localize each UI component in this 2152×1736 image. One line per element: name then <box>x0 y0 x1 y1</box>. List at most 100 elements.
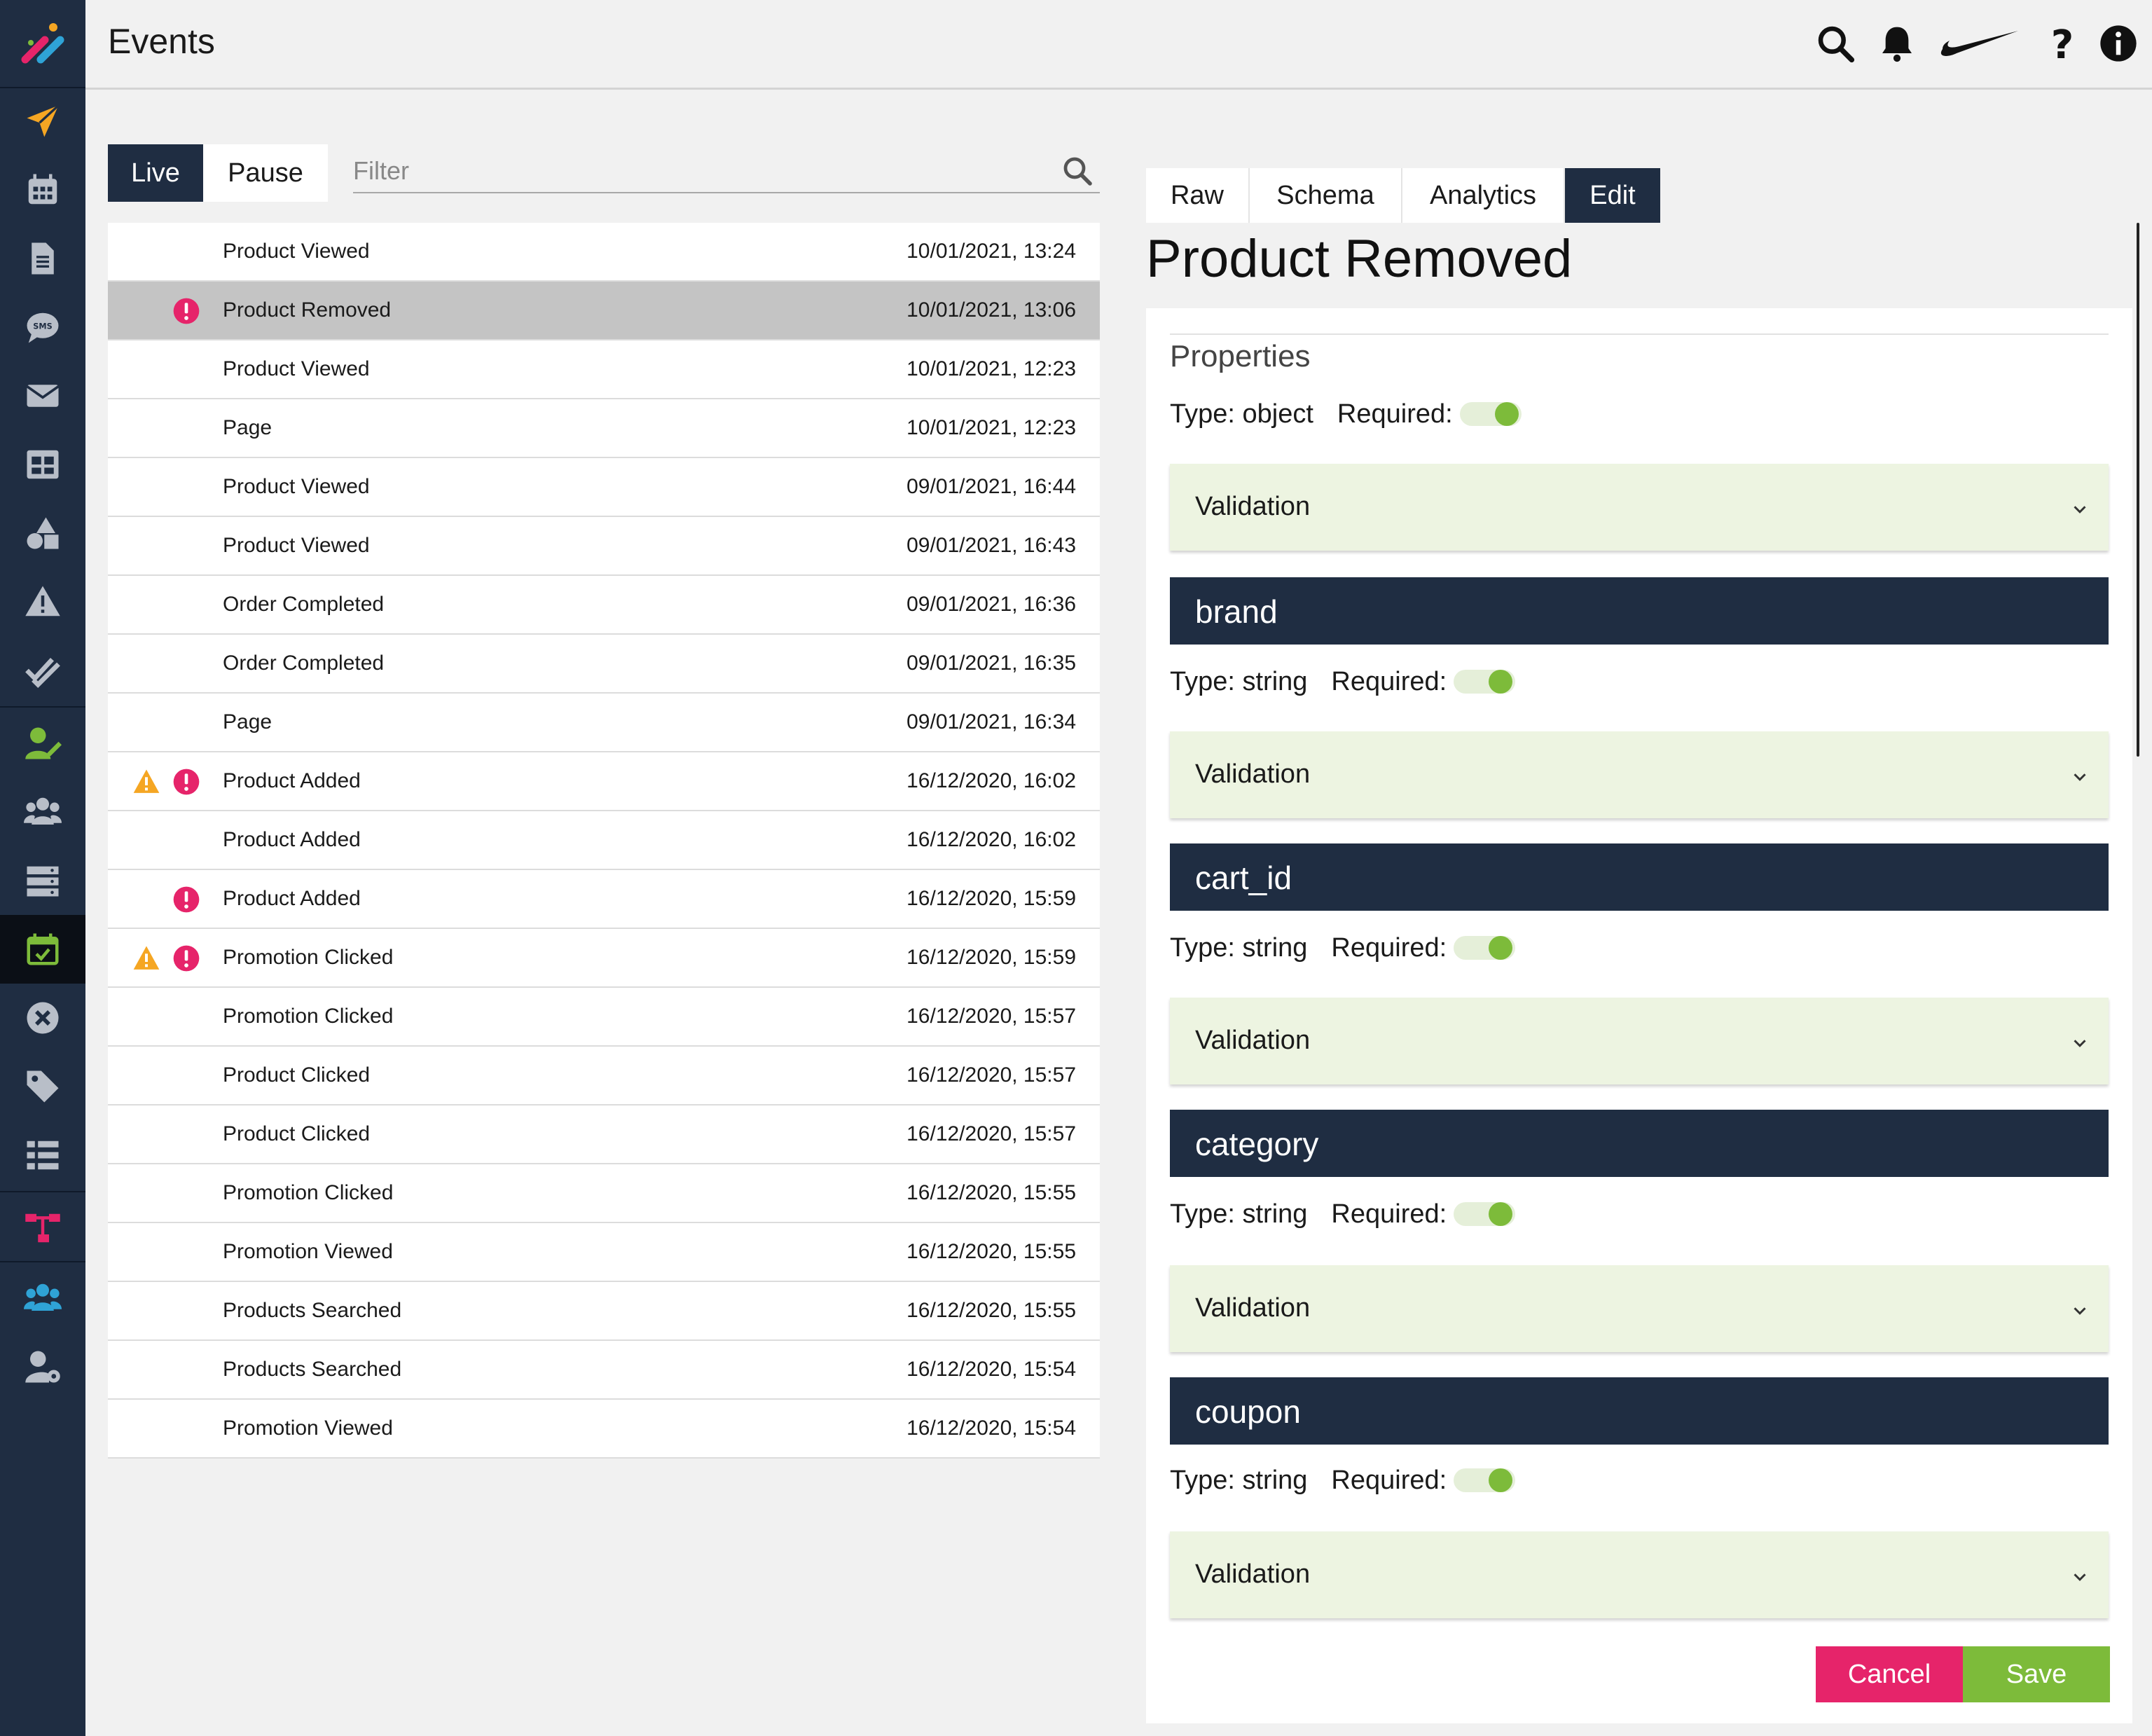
event-name: Page <box>223 416 273 439</box>
app-logo[interactable] <box>0 0 85 88</box>
validation-accordion[interactable]: Validation <box>1170 1531 2109 1618</box>
validation-accordion[interactable]: Validation <box>1170 731 2109 818</box>
sidebar-item-campaigns[interactable] <box>0 87 85 156</box>
required-toggle[interactable] <box>1459 398 1522 430</box>
event-row[interactable]: Promotion Clicked 16/12/2020, 15:59 <box>108 929 1100 988</box>
field-type-line: Type: string Required: <box>1170 1464 1516 1496</box>
users-icon <box>24 1283 62 1311</box>
notifications-button[interactable] <box>1875 21 1919 66</box>
chevron-down-icon <box>2074 1573 2086 1581</box>
validation-accordion[interactable]: Validation <box>1170 998 2109 1084</box>
validation-accordion[interactable]: Validation <box>1170 464 2109 551</box>
sidebar-item-sms[interactable]: SMS <box>0 293 85 361</box>
event-timestamp: 16/12/2020, 16:02 <box>906 769 1076 792</box>
sidebar-item-user-edit[interactable] <box>0 709 85 778</box>
event-timestamp: 16/12/2020, 15:55 <box>906 1299 1076 1322</box>
event-row[interactable]: Order Completed 09/01/2021, 16:36 <box>108 576 1100 635</box>
sidebar-item-blocked[interactable] <box>0 984 85 1052</box>
event-row[interactable]: Order Completed 09/01/2021, 16:35 <box>108 635 1100 694</box>
tab-schema[interactable]: Schema <box>1250 168 1402 223</box>
event-row[interactable]: Product Viewed 10/01/2021, 12:23 <box>108 340 1100 399</box>
field-header-brand[interactable]: brand <box>1170 577 2109 645</box>
event-timestamp: 16/12/2020, 15:55 <box>906 1181 1076 1204</box>
save-button[interactable]: Save <box>1963 1646 2110 1702</box>
required-toggle[interactable] <box>1454 932 1516 964</box>
validation-label: Validation <box>1195 1293 1311 1323</box>
search-button[interactable] <box>1813 21 1858 66</box>
event-row[interactable]: Page 10/01/2021, 12:23 <box>108 399 1100 458</box>
event-row[interactable]: Promotion Viewed 16/12/2020, 15:54 <box>108 1400 1100 1459</box>
filter-input[interactable] <box>353 151 1054 191</box>
cancel-button[interactable]: Cancel <box>1816 1646 1963 1702</box>
validation-label: Validation <box>1195 1559 1311 1589</box>
tab-raw[interactable]: Raw <box>1146 168 1250 223</box>
properties-heading: Properties <box>1170 339 1311 373</box>
error-icon <box>173 769 200 795</box>
event-timestamp: 09/01/2021, 16:44 <box>906 475 1076 498</box>
event-row[interactable]: Promotion Clicked 16/12/2020, 15:57 <box>108 988 1100 1047</box>
event-name: Promotion Viewed <box>223 1417 393 1440</box>
validation-label: Validation <box>1195 759 1311 789</box>
required-toggle[interactable] <box>1454 666 1516 698</box>
sidebar-item-audiences[interactable] <box>0 778 85 846</box>
info-button[interactable] <box>2096 21 2141 66</box>
search-icon[interactable] <box>1061 154 1094 188</box>
required-toggle[interactable] <box>1454 1464 1516 1496</box>
brand-logo[interactable] <box>1933 21 2025 66</box>
sidebar-item-email[interactable] <box>0 361 85 430</box>
sidebar-item-calendar[interactable] <box>0 156 85 224</box>
field-header-category[interactable]: category <box>1170 1110 2109 1177</box>
event-row[interactable]: Page 09/01/2021, 16:34 <box>108 694 1100 752</box>
validation-accordion[interactable]: Validation <box>1170 1265 2109 1352</box>
event-row[interactable]: Product Added 16/12/2020, 16:02 <box>108 752 1100 811</box>
user-edit-icon <box>25 727 62 759</box>
scrollbar-thumb[interactable] <box>2137 223 2139 757</box>
event-name: Promotion Viewed <box>223 1240 393 1263</box>
event-row[interactable]: Product Removed 10/01/2021, 13:06 <box>108 282 1100 340</box>
field-header-cart-id[interactable]: cart_id <box>1170 843 2109 911</box>
event-row[interactable]: Products Searched 16/12/2020, 15:54 <box>108 1341 1100 1400</box>
sidebar-item-alerts[interactable] <box>0 567 85 636</box>
sidebar-item-tables[interactable] <box>0 430 85 499</box>
tag-icon <box>27 1070 59 1103</box>
warning-icon <box>133 946 160 970</box>
sidebar-item-events[interactable] <box>0 915 85 984</box>
event-row[interactable]: Promotion Viewed 16/12/2020, 15:55 <box>108 1223 1100 1282</box>
event-timestamp: 10/01/2021, 13:06 <box>906 298 1076 322</box>
sidebar-item-servers[interactable] <box>0 846 85 915</box>
event-row[interactable]: Product Viewed 09/01/2021, 16:43 <box>108 517 1100 576</box>
svg-text:?: ? <box>2051 24 2074 63</box>
sidebar-item-tags[interactable] <box>0 1052 85 1121</box>
bell-icon <box>1882 27 1912 62</box>
event-row[interactable]: Product Added 16/12/2020, 16:02 <box>108 811 1100 870</box>
sidebar-item-sitemap[interactable] <box>0 1194 85 1262</box>
pause-button[interactable]: Pause <box>203 144 328 202</box>
event-row[interactable]: Product Viewed 09/01/2021, 16:44 <box>108 458 1100 517</box>
required-label: Required: <box>1331 666 1447 696</box>
required-toggle[interactable] <box>1454 1198 1516 1230</box>
type-label: Type: string <box>1170 1465 1308 1495</box>
tab-analytics[interactable]: Analytics <box>1402 168 1565 223</box>
warning-icon <box>133 769 160 793</box>
sidebar-item-user-settings[interactable] <box>0 1332 85 1401</box>
event-row[interactable]: Promotion Clicked 16/12/2020, 15:55 <box>108 1164 1100 1223</box>
sidebar: SMS <box>0 0 85 1736</box>
tab-edit[interactable]: Edit <box>1565 168 1660 223</box>
event-row[interactable]: Product Clicked 16/12/2020, 15:57 <box>108 1105 1100 1164</box>
sidebar-item-documents[interactable] <box>0 224 85 293</box>
event-row[interactable]: Product Added 16/12/2020, 15:59 <box>108 870 1100 929</box>
event-row[interactable]: Product Viewed 10/01/2021, 13:24 <box>108 223 1100 282</box>
sidebar-item-list[interactable] <box>0 1121 85 1190</box>
type-label: Type: string <box>1170 1199 1308 1229</box>
event-row[interactable]: Product Clicked 16/12/2020, 15:57 <box>108 1047 1100 1105</box>
sidebar-item-teams[interactable] <box>0 1264 85 1332</box>
sidebar-item-shapes[interactable] <box>0 499 85 567</box>
event-list: Product Viewed 10/01/2021, 13:24 Product… <box>108 223 1100 1459</box>
event-row[interactable]: Products Searched 16/12/2020, 15:55 <box>108 1282 1100 1341</box>
live-button[interactable]: Live <box>108 144 203 202</box>
sidebar-item-checks[interactable] <box>0 636 85 705</box>
chevron-down-icon <box>2074 1040 2086 1047</box>
field-header-coupon[interactable]: coupon <box>1170 1377 2109 1445</box>
help-button[interactable]: ? <box>2040 21 2085 66</box>
server-icon <box>27 866 59 897</box>
